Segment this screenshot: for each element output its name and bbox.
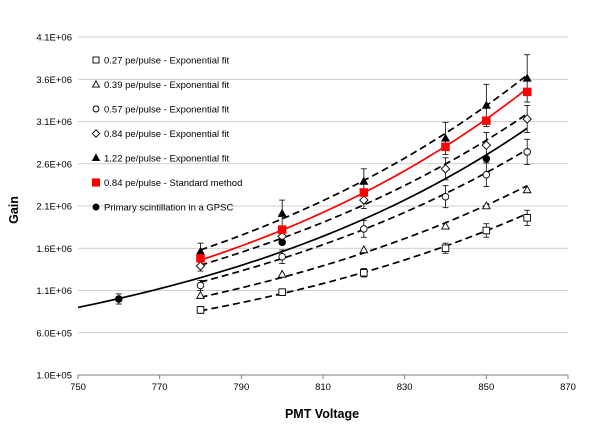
data-point-s5: [441, 142, 450, 152]
legend-marker-5: [91, 178, 101, 187]
data-point-s4: [359, 176, 369, 185]
data-point-s0: [196, 306, 205, 314]
x-tick-label: 790: [233, 382, 249, 393]
data-point-s0: [441, 244, 450, 252]
data-point-s3: [195, 261, 206, 271]
legend-marker-6: [92, 203, 100, 211]
data-point-s5: [522, 87, 532, 97]
data-point-s6: [278, 238, 286, 247]
x-tick-label: 810: [315, 382, 331, 393]
data-point-s2: [441, 192, 450, 201]
data-point-s5: [196, 254, 205, 263]
y-tick-label: 3.1E+06: [36, 117, 72, 128]
legend-label-2: 0.57 pe/pulse - Exponential fit: [104, 105, 230, 116]
data-point-s5: [277, 225, 287, 234]
data-point-s3: [481, 140, 492, 150]
data-point-s3: [522, 114, 532, 124]
y-tick-label: 4.1E+06: [36, 33, 72, 44]
legend-marker-4: [91, 153, 101, 162]
legend-marker-0: [92, 56, 100, 64]
data-point-s0: [278, 288, 286, 296]
y-tick-label: 2.6E+06: [36, 159, 72, 170]
x-tick-label: 750: [70, 382, 86, 393]
data-point-s0: [482, 226, 491, 235]
data-point-s4: [481, 100, 491, 109]
legend-label-3: 0.84 pe/pulse - Exponential fit: [104, 129, 230, 140]
y-tick-label: 1.6E+06: [36, 244, 72, 255]
y-tick-label: 2.1E+06: [36, 202, 72, 213]
data-point-s4: [440, 133, 451, 142]
data-point-s0: [523, 214, 531, 222]
x-axis-label: PMT Voltage: [285, 407, 359, 421]
data-point-s5: [359, 188, 369, 197]
data-point-s3: [359, 195, 369, 205]
data-point-s6: [115, 295, 123, 303]
legend-marker-1: [91, 79, 101, 88]
data-point-s6: [482, 154, 491, 163]
data-point-s1: [481, 201, 491, 210]
data-point-s0: [360, 269, 368, 277]
x-tick-label: 870: [560, 382, 576, 393]
data-point-s3: [440, 164, 451, 174]
data-point-s2: [360, 225, 368, 233]
y-tick-label: 6.0E+05: [36, 328, 72, 339]
legend: 0.27 pe/pulse - Exponential fit 0.39 pe/p…: [91, 56, 242, 214]
data-point-s2: [278, 252, 286, 261]
data-point-s4: [277, 208, 287, 217]
data-point-s4: [522, 73, 532, 82]
tick-labels: 1.0E+05 6.0E+05 1.1E+06 1.6E+06 2.1E+06 2.6E+…: [36, 33, 576, 394]
legend-label-5: 0.84 pe/pulse - Standard method: [104, 178, 242, 189]
data-point-s1: [359, 245, 369, 254]
legend-marker-3: [91, 129, 101, 138]
x-tick-label: 850: [478, 382, 494, 393]
legend-label-1: 0.39 pe/pulse - Exponential fit: [104, 80, 230, 91]
y-tick-label: 3.6E+06: [36, 75, 72, 86]
x-tick-label: 830: [397, 382, 413, 393]
y-axis-label: Gain: [7, 196, 21, 224]
y-tick-label: 1.1E+06: [36, 286, 72, 297]
gridlines: [78, 36, 568, 334]
y-tick-label: 1.0E+05: [36, 371, 72, 382]
x-tick-label: 770: [152, 382, 168, 393]
fit-curve-3: [200, 113, 528, 266]
axes: [77, 374, 569, 379]
data-point-s2: [523, 148, 531, 156]
legend-marker-2: [92, 105, 100, 113]
data-point-s5: [482, 116, 491, 125]
data-point-s2: [482, 170, 491, 179]
data-point-s1: [440, 221, 451, 230]
data-point-s1: [277, 269, 287, 278]
legend-label-4: 1.22 pe/pulse - Exponential fit: [104, 154, 230, 165]
data-point-s2: [196, 281, 205, 290]
data-points: [115, 73, 532, 314]
data-point-s1: [522, 185, 532, 194]
legend-label-6: Primary scintillation in a GPSC: [104, 203, 233, 214]
legend-label-0: 0.27 pe/pulse - Exponential fit: [104, 56, 230, 67]
data-point-s1: [195, 290, 206, 299]
fit-curve-6: [77, 127, 528, 309]
